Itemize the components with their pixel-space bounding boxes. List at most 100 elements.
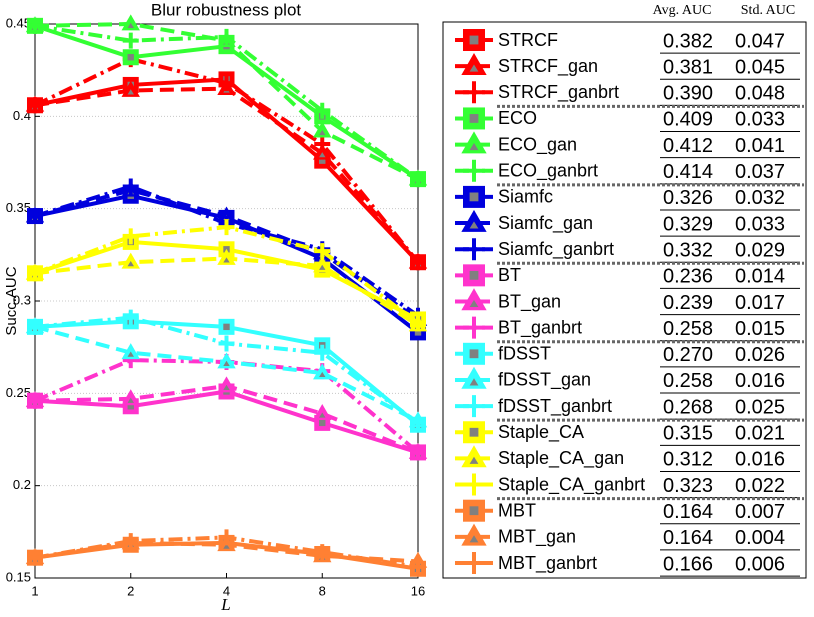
legend-label: STRCF_gan: [498, 56, 598, 77]
legend-std: 0.006: [735, 553, 785, 575]
legend-label: ECO: [498, 108, 537, 128]
marker-center: [469, 270, 479, 280]
legend-column-header: Avg. AUC: [653, 3, 712, 18]
marker-triangle: [121, 14, 140, 31]
y-tick-label: 0.3: [13, 292, 31, 307]
marker-plus: [122, 32, 139, 49]
marker-plus: [314, 243, 331, 260]
legend-label: BT: [498, 265, 521, 285]
marker-square: [463, 185, 485, 208]
marker-square: [463, 499, 485, 522]
marker-plus: [463, 473, 485, 496]
legend-label: STRCF: [498, 30, 558, 50]
legend-avg: 0.164: [663, 501, 713, 523]
x-tick-label: 2: [127, 583, 134, 598]
marker-plus: [27, 17, 43, 34]
legend-std: 0.016: [735, 449, 785, 471]
marker-plus: [463, 159, 485, 182]
marker-center: [319, 129, 326, 136]
marker-body: [121, 252, 140, 269]
marker-body: [461, 288, 487, 311]
legend-label: fDSST_gan: [498, 370, 591, 391]
legend-label: ECO_ganbrt: [498, 161, 598, 182]
legend-std: 0.025: [735, 396, 785, 418]
marker-plus: [218, 28, 235, 45]
legend-avg: 0.329: [663, 213, 713, 235]
marker-center: [319, 264, 326, 270]
legend-std: 0.032: [735, 187, 785, 209]
y-tick-label: 0.35: [6, 200, 31, 215]
marker-plus: [122, 309, 139, 326]
marker-plus: [463, 238, 485, 261]
marker-center: [469, 142, 479, 151]
marker-triangle: [121, 343, 140, 360]
legend-avg: 0.381: [663, 56, 713, 78]
y-tick-label: 0.25: [6, 385, 31, 400]
legend-label: ECO_gan: [498, 134, 577, 155]
legend-std: 0.021: [735, 423, 785, 445]
marker-triangle: [461, 52, 487, 75]
marker-triangle: [121, 252, 140, 269]
legend-label: Siamfc: [498, 187, 553, 207]
legend-label: BT_gan: [498, 291, 561, 312]
chart-title: Blur robustness plot: [151, 0, 302, 19]
legend-avg: 0.166: [663, 553, 713, 575]
marker-triangle: [461, 523, 487, 546]
marker-body: [121, 14, 140, 31]
legend-avg: 0.258: [663, 318, 713, 340]
marker-plus: [218, 75, 235, 92]
marker-plus: [314, 102, 331, 119]
marker-square: [463, 342, 485, 365]
legend-avg: 0.312: [663, 449, 713, 471]
marker-center: [414, 329, 422, 336]
legend-label: MBT_gan: [498, 527, 576, 548]
marker-triangle: [313, 363, 332, 380]
marker-triangle: [121, 389, 140, 406]
marker-triangle: [461, 209, 487, 232]
legend-label: STRCF_ganbrt: [498, 82, 619, 103]
marker-plus: [410, 171, 426, 188]
marker-center: [127, 261, 134, 267]
x-tick-label: 8: [319, 583, 326, 598]
y-tick-label: 0.15: [6, 569, 31, 584]
marker-body: [313, 363, 332, 380]
marker-triangle: [313, 121, 332, 138]
marker-center: [127, 54, 134, 61]
marker-center: [469, 299, 479, 307]
marker-body: [121, 80, 140, 97]
marker-plus: [410, 315, 426, 332]
legend-label: BT_ganbrt: [498, 317, 582, 338]
legend-label: fDSST_ganbrt: [498, 396, 612, 417]
y-tick-label: 0.2: [13, 477, 31, 492]
legend-std: 0.014: [735, 266, 785, 288]
legend-std: 0.015: [735, 318, 785, 340]
marker-body: [313, 121, 332, 138]
marker-center: [223, 360, 230, 366]
marker-plus: [122, 228, 139, 245]
legend-label: Siamfc_gan: [498, 213, 593, 234]
marker-plus: [463, 316, 485, 339]
marker-center: [469, 64, 479, 72]
legend-std: 0.026: [735, 344, 785, 366]
marker-square: [463, 29, 485, 51]
marker-body: [461, 523, 487, 546]
legend-std: 0.045: [735, 56, 785, 78]
marker-plus: [410, 254, 426, 271]
marker-center: [127, 397, 134, 403]
marker-square: [463, 421, 485, 444]
marker-plus: [122, 533, 139, 550]
marker-center: [319, 157, 326, 164]
marker-center: [127, 403, 134, 410]
legend-avg: 0.270: [663, 344, 713, 366]
legend-label: Siamfc_ganbrt: [498, 239, 614, 260]
marker-center: [319, 152, 326, 158]
marker-body: [217, 248, 236, 265]
legend-avg: 0.412: [663, 135, 713, 157]
marker-center: [469, 35, 479, 45]
legend-column-header: Std. AUC: [741, 3, 795, 18]
x-tick-label: 1: [31, 583, 38, 598]
marker-body: [313, 404, 332, 421]
marker-center: [469, 114, 479, 123]
marker-center: [319, 371, 326, 378]
